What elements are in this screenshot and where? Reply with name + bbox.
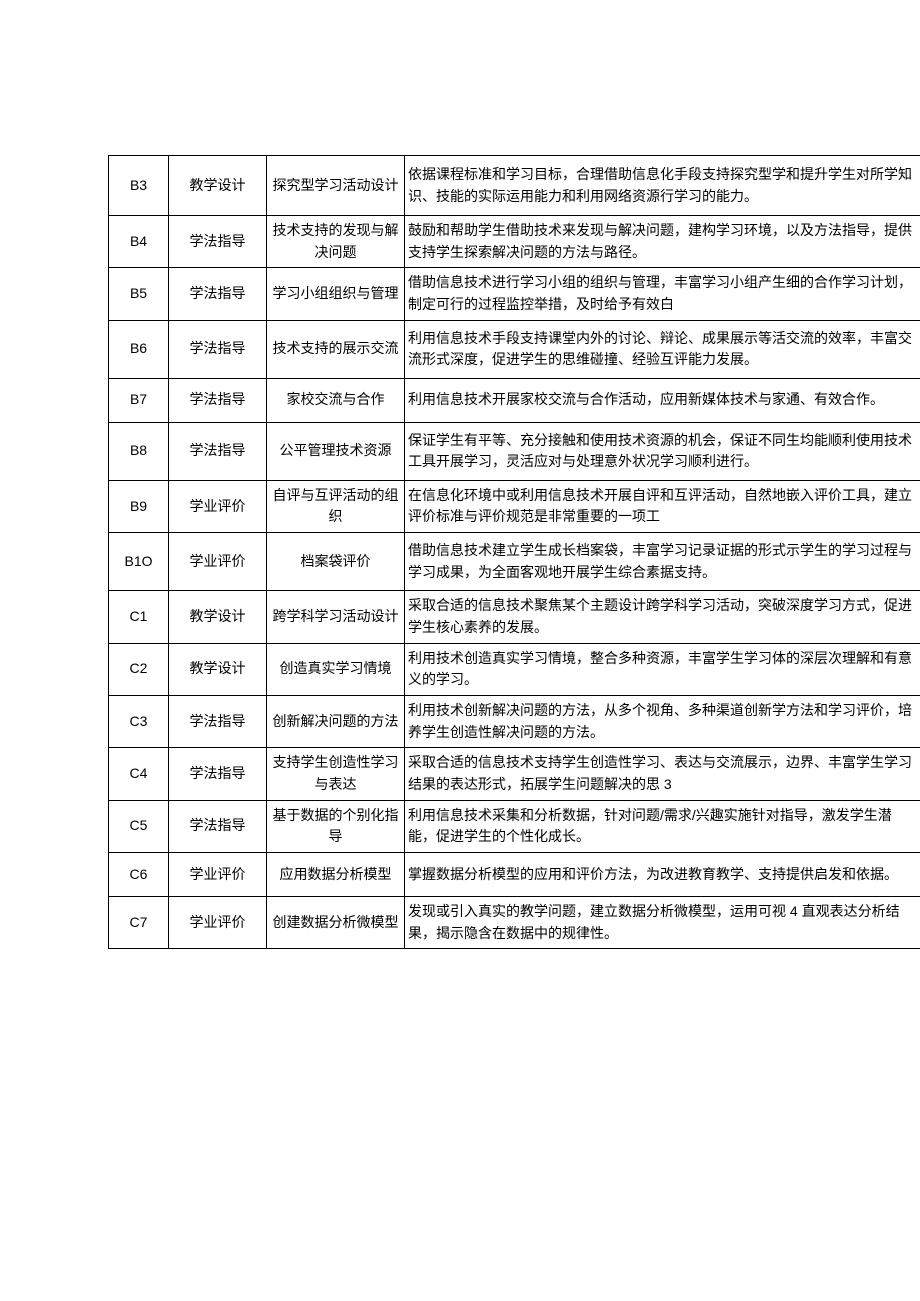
category-cell: 学业评价 <box>169 533 267 591</box>
table-row: B4学法指导技术支持的发现与解决问题鼓励和帮助学生借助技术来发现与解决问题，建构… <box>109 216 920 268</box>
code-cell: B7 <box>109 378 169 422</box>
code-cell: C6 <box>109 853 169 897</box>
description-cell: 利用技术创新解决问题的方法，从多个视角、多种渠道创新学方法和学习评价，培养学生创… <box>405 695 920 747</box>
name-cell: 应用数据分析模型 <box>267 853 405 897</box>
category-cell: 学法指导 <box>169 695 267 747</box>
description-cell: 鼓励和帮助学生借助技术来发现与解决问题，建构学习环境，以及方法指导，提供支持学生… <box>405 216 920 268</box>
name-cell: 自评与互评活动的组织 <box>267 480 405 532</box>
code-cell: B5 <box>109 268 169 320</box>
description-cell: 发现或引入真实的教学问题，建立数据分析微模型，运用可视 4 直观表达分析结果，揭… <box>405 897 920 949</box>
category-cell: 学法指导 <box>169 268 267 320</box>
code-cell: B8 <box>109 422 169 480</box>
code-cell: B9 <box>109 480 169 532</box>
code-cell: C4 <box>109 748 169 800</box>
table-row: B3教学设计探究型学习活动设计依据课程标准和学习目标，合理借助信息化手段支持探究… <box>109 156 920 216</box>
table-row: C2教学设计创造真实学习情境利用技术创造真实学习情境，整合多种资源，丰富学生学习… <box>109 643 920 695</box>
name-cell: 创建数据分析微模型 <box>267 897 405 949</box>
category-cell: 学法指导 <box>169 748 267 800</box>
category-cell: 学法指导 <box>169 378 267 422</box>
table-row: B1O学业评价档案袋评价借助信息技术建立学生成长档案袋，丰富学习记录证据的形式示… <box>109 533 920 591</box>
name-cell: 支持学生创造性学习与表达 <box>267 748 405 800</box>
table-row: B9学业评价自评与互评活动的组织在信息化环境中或利用信息技术开展自评和互评活动，… <box>109 480 920 532</box>
table-row: B7学法指导家校交流与合作利用信息技术开展家校交流与合作活动，应用新媒体技术与家… <box>109 378 920 422</box>
code-cell: C2 <box>109 643 169 695</box>
name-cell: 学习小组组织与管理 <box>267 268 405 320</box>
description-cell: 保证学生有平等、充分接触和使用技术资源的机会，保证不同生均能顺利使用技术工具开展… <box>405 422 920 480</box>
table-row: B6学法指导技术支持的展示交流利用信息技术手段支持课堂内外的讨论、辩论、成果展示… <box>109 320 920 378</box>
table-row: C7学业评价创建数据分析微模型发现或引入真实的教学问题，建立数据分析微模型，运用… <box>109 897 920 949</box>
name-cell: 创造真实学习情境 <box>267 643 405 695</box>
description-cell: 采取合适的信息技术聚焦某个主题设计跨学科学习活动，突破深度学习方式，促进学生核心… <box>405 591 920 643</box>
category-cell: 学业评价 <box>169 853 267 897</box>
category-cell: 教学设计 <box>169 591 267 643</box>
category-cell: 学法指导 <box>169 216 267 268</box>
category-cell: 教学设计 <box>169 156 267 216</box>
category-cell: 学法指导 <box>169 422 267 480</box>
category-cell: 学法指导 <box>169 800 267 852</box>
name-cell: 探究型学习活动设计 <box>267 156 405 216</box>
name-cell: 技术支持的发现与解决问题 <box>267 216 405 268</box>
description-cell: 采取合适的信息技术支持学生创造性学习、表达与交流展示，边界、丰富学生学习结果的表… <box>405 748 920 800</box>
name-cell: 公平管理技术资源 <box>267 422 405 480</box>
table-row: C1教学设计跨学科学习活动设计采取合适的信息技术聚焦某个主题设计跨学科学习活动，… <box>109 591 920 643</box>
table-row: C4学法指导支持学生创造性学习与表达采取合适的信息技术支持学生创造性学习、表达与… <box>109 748 920 800</box>
name-cell: 技术支持的展示交流 <box>267 320 405 378</box>
name-cell: 跨学科学习活动设计 <box>267 591 405 643</box>
description-cell: 利用信息技术开展家校交流与合作活动，应用新媒体技术与家通、有效合作。 <box>405 378 920 422</box>
code-cell: B4 <box>109 216 169 268</box>
code-cell: C5 <box>109 800 169 852</box>
code-cell: C7 <box>109 897 169 949</box>
code-cell: C1 <box>109 591 169 643</box>
description-cell: 利用技术创造真实学习情境，整合多种资源，丰富学生学习体的深层次理解和有意义的学习… <box>405 643 920 695</box>
category-cell: 学业评价 <box>169 480 267 532</box>
description-cell: 掌握数据分析模型的应用和评价方法，为改进教育教学、支持提供启发和依据。 <box>405 853 920 897</box>
category-cell: 学业评价 <box>169 897 267 949</box>
table-row: B5学法指导学习小组组织与管理借助信息技术进行学习小组的组织与管理，丰富学习小组… <box>109 268 920 320</box>
name-cell: 创新解决问题的方法 <box>267 695 405 747</box>
name-cell: 档案袋评价 <box>267 533 405 591</box>
table-row: C6学业评价应用数据分析模型掌握数据分析模型的应用和评价方法，为改进教育教学、支… <box>109 853 920 897</box>
code-cell: B6 <box>109 320 169 378</box>
table-row: C5学法指导基于数据的个别化指导利用信息技术采集和分析数据，针对问题/需求/兴趣… <box>109 800 920 852</box>
code-cell: C3 <box>109 695 169 747</box>
table-row: C3学法指导创新解决问题的方法利用技术创新解决问题的方法，从多个视角、多种渠道创… <box>109 695 920 747</box>
name-cell: 基于数据的个别化指导 <box>267 800 405 852</box>
name-cell: 家校交流与合作 <box>267 378 405 422</box>
description-cell: 在信息化环境中或利用信息技术开展自评和互评活动，自然地嵌入评价工具，建立评价标准… <box>405 480 920 532</box>
description-cell: 利用信息技术采集和分析数据，针对问题/需求/兴趣实施针对指导，激发学生潜能，促进… <box>405 800 920 852</box>
capability-table: B3教学设计探究型学习活动设计依据课程标准和学习目标，合理借助信息化手段支持探究… <box>108 155 920 949</box>
description-cell: 借助信息技术建立学生成长档案袋，丰富学习记录证据的形式示学生的学习过程与学习成果… <box>405 533 920 591</box>
code-cell: B1O <box>109 533 169 591</box>
description-cell: 依据课程标准和学习目标，合理借助信息化手段支持探究型学和提升学生对所学知识、技能… <box>405 156 920 216</box>
description-cell: 借助信息技术进行学习小组的组织与管理，丰富学习小组产生细的合作学习计划，制定可行… <box>405 268 920 320</box>
description-cell: 利用信息技术手段支持课堂内外的讨论、辩论、成果展示等活交流的效率，丰富交流形式深… <box>405 320 920 378</box>
table-row: B8学法指导公平管理技术资源保证学生有平等、充分接触和使用技术资源的机会，保证不… <box>109 422 920 480</box>
category-cell: 学法指导 <box>169 320 267 378</box>
category-cell: 教学设计 <box>169 643 267 695</box>
code-cell: B3 <box>109 156 169 216</box>
